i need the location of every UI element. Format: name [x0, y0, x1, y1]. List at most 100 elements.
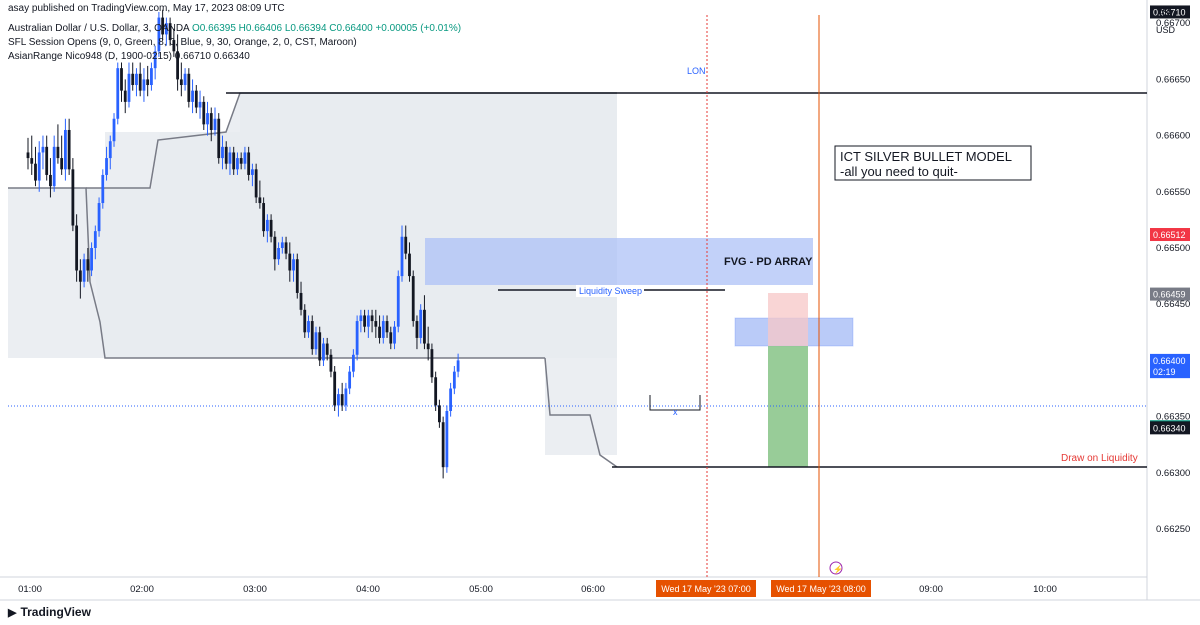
- candle-body: [146, 79, 150, 86]
- x-tick-label: Wed 17 May '23 07:00: [661, 584, 751, 594]
- liquidity-sweep-label: Liquidity Sweep: [579, 286, 642, 296]
- candle-body: [127, 73, 131, 102]
- candle-body: [101, 174, 105, 204]
- asian-range-low-step: [544, 357, 618, 468]
- candle-body: [288, 253, 292, 271]
- candle-body: [164, 23, 168, 35]
- liquidity-sweep-label-bg: [576, 285, 644, 297]
- candle-body: [82, 259, 86, 282]
- candle-body: [340, 394, 344, 406]
- candle-body: [228, 152, 232, 164]
- footer-brand: ▶ TradingView: [8, 605, 91, 619]
- candle-body: [150, 68, 153, 86]
- candle-body: [363, 315, 366, 327]
- candle-body: [258, 197, 262, 204]
- session-time-box: [771, 580, 871, 597]
- y-tick-label: 0.66500: [1156, 243, 1190, 254]
- flash-icon-glyph: ⚡: [833, 564, 843, 574]
- lon-label: LON: [687, 66, 706, 76]
- candle-body: [423, 309, 426, 344]
- candle-body: [456, 360, 460, 372]
- candle-body: [430, 349, 434, 378]
- candle-body: [97, 203, 101, 232]
- candle-body: [120, 68, 123, 91]
- candle-body: [86, 259, 90, 271]
- candle-body: [116, 68, 120, 119]
- candle-body: [198, 101, 202, 108]
- candle-body: [30, 158, 34, 164]
- flash-icon[interactable]: [829, 561, 843, 575]
- candle-body: [93, 231, 97, 248]
- ohlc-values: O0.66395 H0.66406 L0.66394 C0.66400 +0.0…: [191, 23, 462, 34]
- candle-body: [172, 40, 176, 52]
- stop-loss-zone[interactable]: [768, 293, 808, 346]
- title-box[interactable]: [834, 145, 1032, 181]
- candle-body: [37, 152, 41, 181]
- indicator-asian-range[interactable]: AsianRange Nico948 (D, 1900-0215) 0.6671…: [8, 51, 250, 62]
- fvg-zone[interactable]: [425, 238, 813, 285]
- price-label-box: [1150, 228, 1190, 242]
- y-tick-label: 0.66600: [1156, 131, 1190, 142]
- candle-body: [221, 146, 224, 159]
- candle-body: [449, 388, 453, 411]
- candle-body: [105, 158, 108, 175]
- indicator-sfl[interactable]: SFL Session Opens (9, 0, Green, 8, 0, Bl…: [8, 37, 357, 48]
- candle-body: [202, 101, 206, 125]
- candle-body: [265, 219, 269, 232]
- candle-body: [303, 309, 307, 333]
- candle-body: [239, 158, 243, 164]
- candle-body: [52, 146, 56, 187]
- x-tick-label: 03:00: [243, 584, 267, 595]
- candle-body: [209, 113, 213, 130]
- candle-body: [153, 51, 157, 69]
- candle-body: [247, 152, 251, 175]
- candle-body: [176, 51, 179, 80]
- candle-body: [333, 371, 337, 406]
- candle-body: [168, 23, 172, 41]
- y-tick-label: 0.66450: [1156, 299, 1190, 310]
- candle-body: [434, 377, 438, 406]
- candle-body: [41, 146, 45, 153]
- candle-body: [45, 146, 49, 175]
- candle-body: [138, 73, 142, 91]
- gear-icon[interactable]: ⚙: [1160, 4, 1173, 20]
- candle-body: [232, 152, 236, 170]
- candle-body: [337, 394, 340, 406]
- candle-body: [49, 174, 52, 187]
- currency-label: USD: [1156, 25, 1176, 35]
- candle-body: [78, 270, 82, 282]
- candle-body: [310, 321, 314, 350]
- candle-body: [206, 113, 209, 125]
- candle-body: [366, 315, 370, 327]
- fvg-label: FVG - PD ARRAY: [724, 256, 813, 268]
- candle-body: [381, 321, 385, 338]
- candle-body: [243, 152, 247, 164]
- candle-body: [295, 259, 299, 293]
- x-mark-bracket: [649, 395, 701, 411]
- price-label: 0.66400: [1153, 356, 1186, 366]
- candle-body: [355, 321, 359, 355]
- candle-body: [370, 315, 374, 322]
- candle-body: [307, 321, 310, 333]
- candle-body: [90, 248, 93, 271]
- y-tick-label: 0.66250: [1156, 524, 1190, 535]
- price-label: 0.66710: [1153, 7, 1186, 17]
- session-time-box: [656, 580, 756, 597]
- candle-body: [322, 343, 325, 361]
- candle-body: [217, 118, 221, 159]
- price-label-box: [1150, 353, 1190, 367]
- candle-body: [389, 332, 393, 344]
- candle-body: [344, 388, 348, 406]
- symbol-name[interactable]: Australian Dollar / U.S. Dollar, 3, OAND…: [8, 23, 190, 34]
- candle-body: [299, 292, 303, 310]
- candle-body: [400, 236, 404, 277]
- candle-body: [262, 203, 266, 232]
- candle-body: [314, 332, 318, 350]
- candle-body: [284, 242, 288, 254]
- x-tick-label: 09:00: [919, 584, 943, 595]
- candle-body: [157, 17, 161, 52]
- candle-body: [419, 309, 423, 338]
- y-tick-label: 0.66550: [1156, 187, 1190, 198]
- candle-body: [236, 158, 239, 170]
